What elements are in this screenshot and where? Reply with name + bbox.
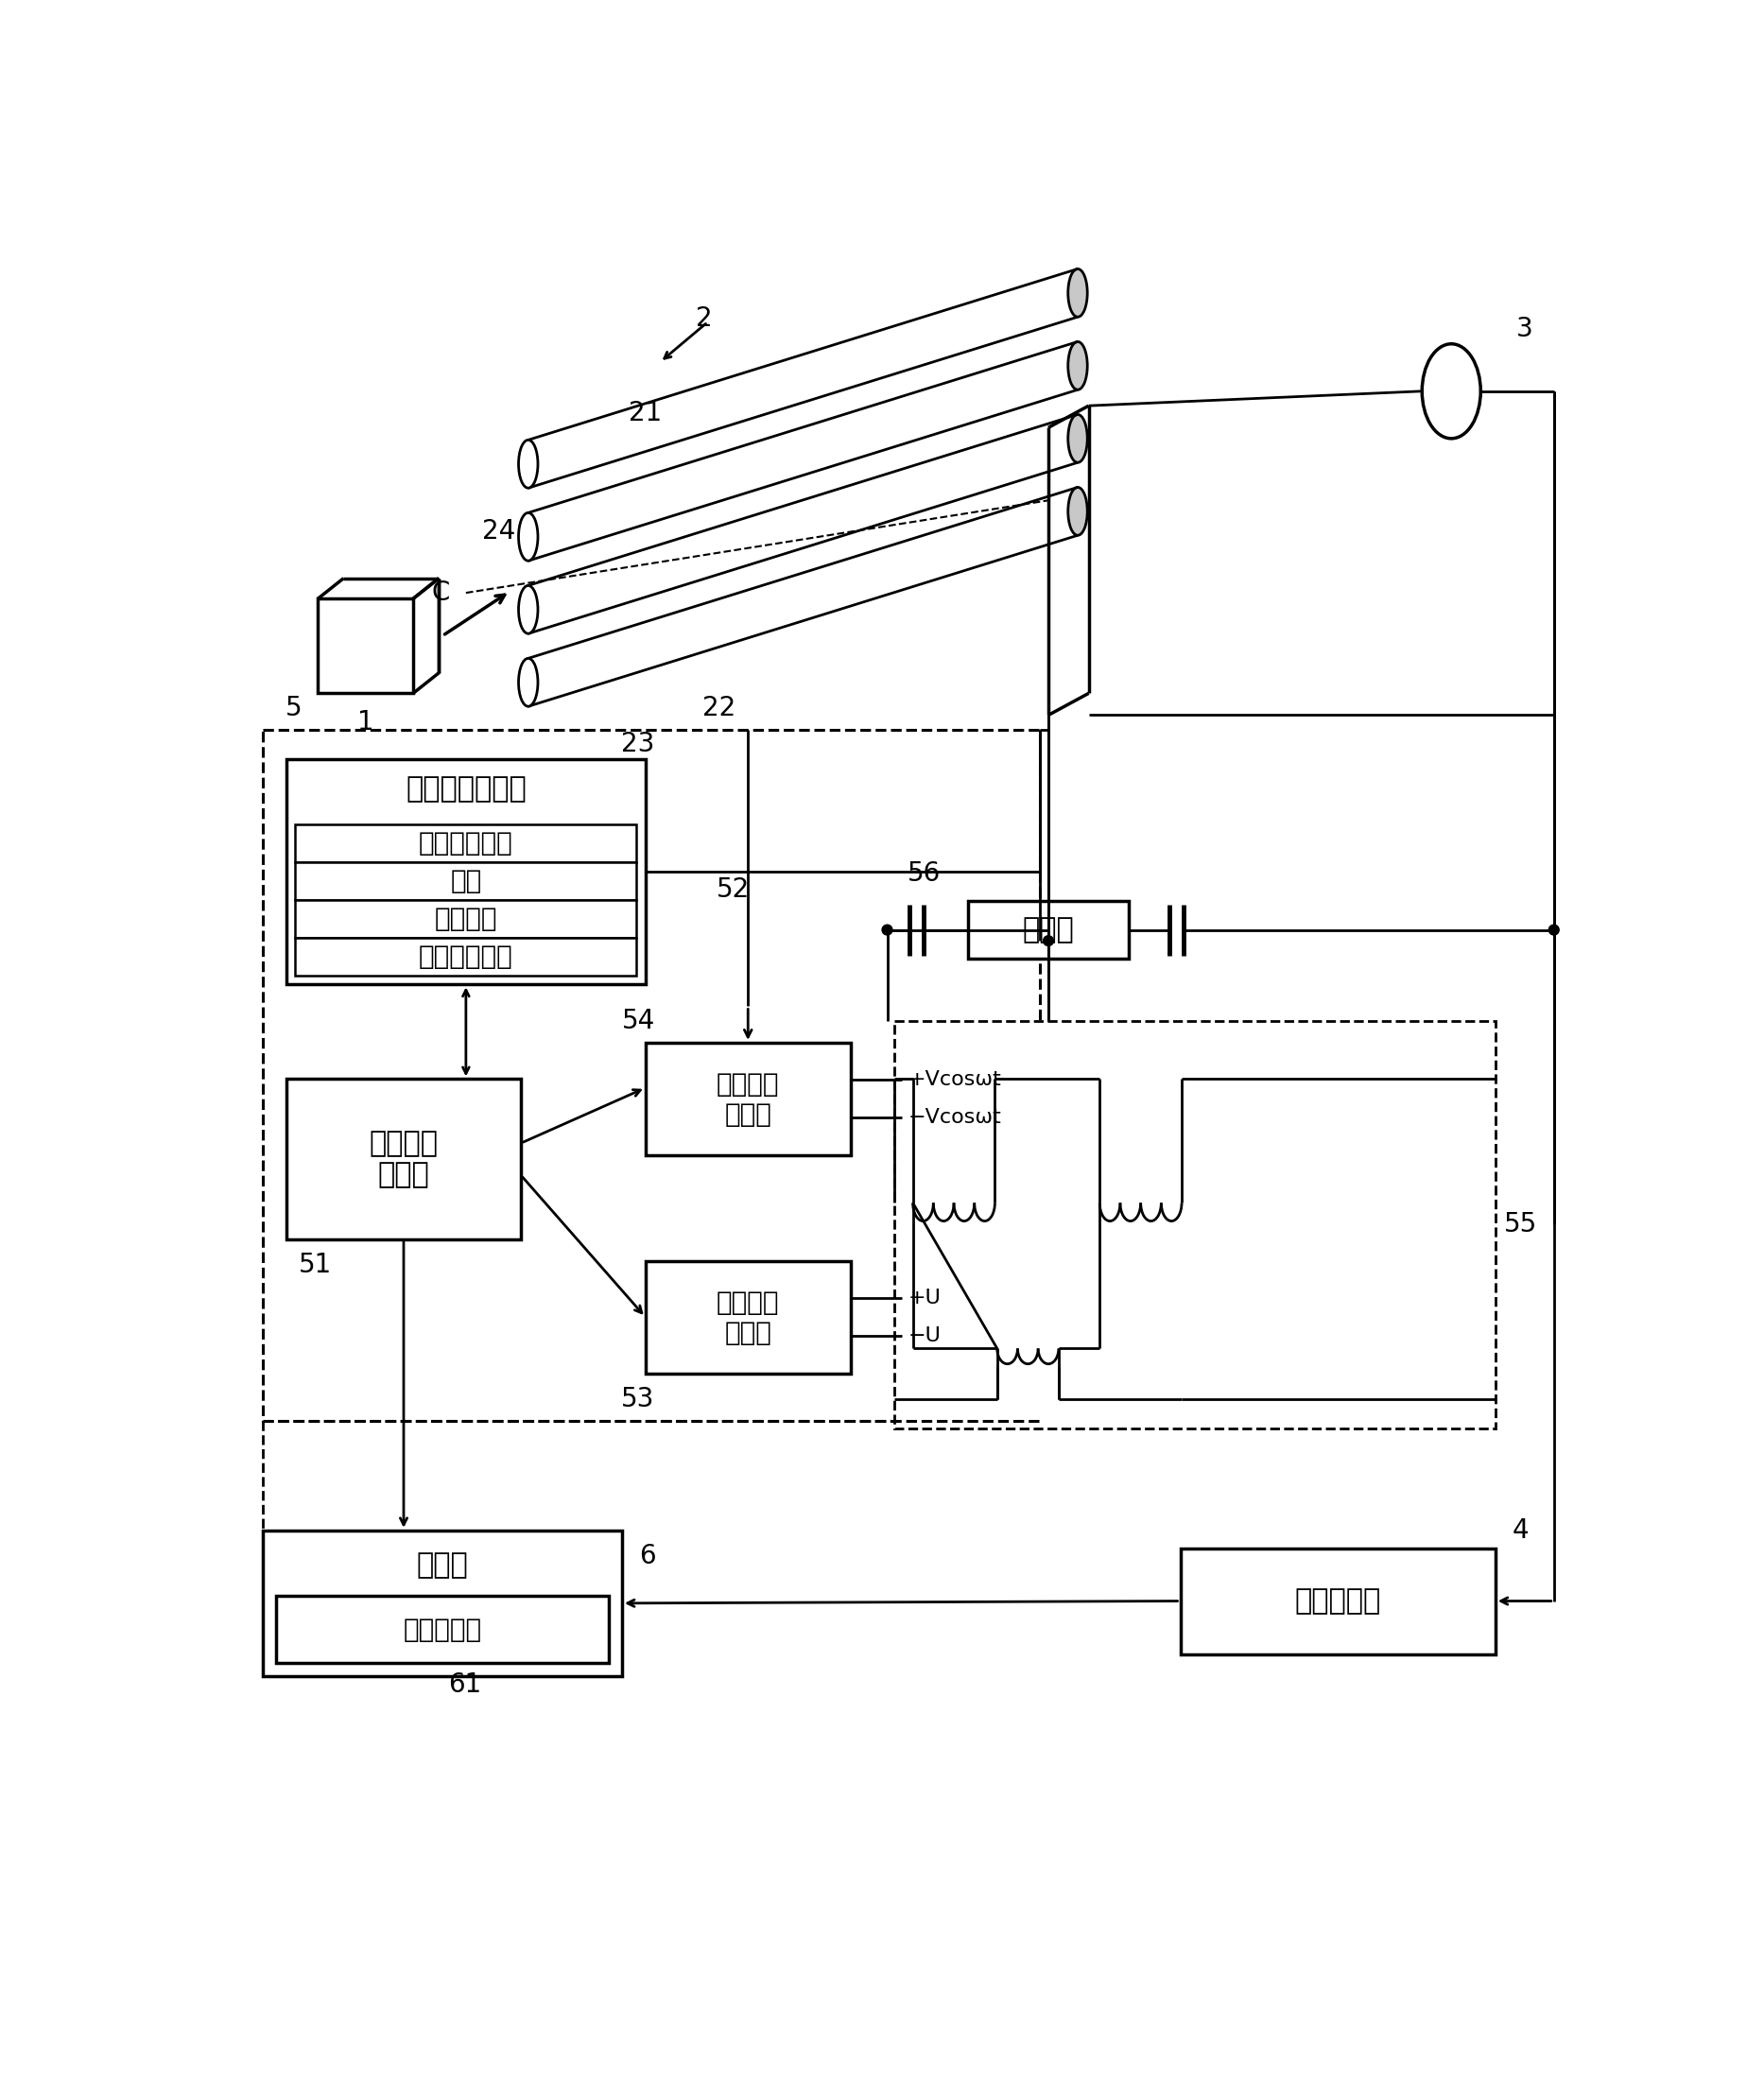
Ellipse shape — [1067, 343, 1087, 390]
Bar — [263, 729, 1039, 1421]
Text: 23: 23 — [621, 731, 654, 758]
Text: 5: 5 — [286, 694, 302, 721]
Text: 共用偏移: 共用偏移 — [434, 906, 497, 933]
Text: 3: 3 — [1517, 316, 1533, 343]
Text: 检波部: 检波部 — [1023, 916, 1074, 943]
Text: +Vcosωt: +Vcosωt — [908, 1070, 1000, 1088]
Bar — [295, 825, 637, 862]
Text: 增益: 增益 — [450, 868, 482, 895]
Text: +U: +U — [908, 1288, 940, 1309]
Bar — [646, 1043, 850, 1155]
Text: 4: 4 — [1512, 1516, 1529, 1543]
Text: 四极电压: 四极电压 — [369, 1130, 437, 1157]
Bar — [295, 899, 637, 939]
Text: 直流电压: 直流电压 — [716, 1290, 780, 1317]
Bar — [263, 1531, 623, 1676]
Bar — [286, 1080, 520, 1240]
Text: 产生部: 产生部 — [725, 1101, 771, 1128]
Text: 53: 53 — [621, 1385, 654, 1412]
Text: 54: 54 — [621, 1007, 654, 1034]
Text: 控制数据存储部: 控制数据存储部 — [406, 775, 526, 804]
Bar — [295, 939, 637, 976]
Ellipse shape — [1422, 345, 1480, 438]
Ellipse shape — [519, 658, 538, 706]
Bar — [646, 1261, 850, 1373]
Ellipse shape — [519, 440, 538, 488]
Text: 6: 6 — [639, 1543, 656, 1568]
Text: 55: 55 — [1505, 1211, 1538, 1238]
Ellipse shape — [519, 586, 538, 633]
Bar — [1180, 1549, 1496, 1653]
Text: 高频电压: 高频电压 — [716, 1072, 780, 1097]
Text: 控制部: 控制部 — [416, 1552, 469, 1579]
Text: 2: 2 — [695, 305, 713, 332]
Text: 控制部: 控制部 — [377, 1161, 430, 1188]
Bar — [318, 598, 413, 694]
Text: 数据处理部: 数据处理部 — [1295, 1587, 1381, 1614]
Text: 24: 24 — [482, 519, 515, 544]
Text: 52: 52 — [716, 876, 750, 903]
Text: −U: −U — [908, 1327, 940, 1346]
Bar — [277, 1595, 609, 1664]
Text: 电压设定数据: 电压设定数据 — [418, 831, 513, 856]
Text: 22: 22 — [702, 694, 736, 721]
Bar — [295, 862, 637, 899]
Ellipse shape — [1067, 488, 1087, 536]
Text: 质量对应偏移: 质量对应偏移 — [418, 943, 513, 970]
Circle shape — [882, 924, 893, 935]
Ellipse shape — [519, 513, 538, 561]
Text: 51: 51 — [300, 1252, 332, 1277]
Text: 1: 1 — [358, 708, 374, 735]
Circle shape — [1043, 937, 1053, 945]
Ellipse shape — [1067, 268, 1087, 318]
Text: −Vcosωt: −Vcosωt — [908, 1109, 1000, 1128]
Bar — [968, 901, 1129, 960]
Bar — [894, 1022, 1496, 1429]
Bar — [286, 758, 646, 984]
Text: 56: 56 — [907, 860, 940, 887]
Circle shape — [1549, 924, 1559, 935]
Text: 61: 61 — [448, 1672, 482, 1699]
Ellipse shape — [1067, 415, 1087, 463]
Text: 21: 21 — [628, 399, 662, 426]
Text: 产生部: 产生部 — [725, 1319, 771, 1346]
Text: C: C — [430, 579, 450, 606]
Text: 自动调整部: 自动调整部 — [404, 1616, 482, 1643]
